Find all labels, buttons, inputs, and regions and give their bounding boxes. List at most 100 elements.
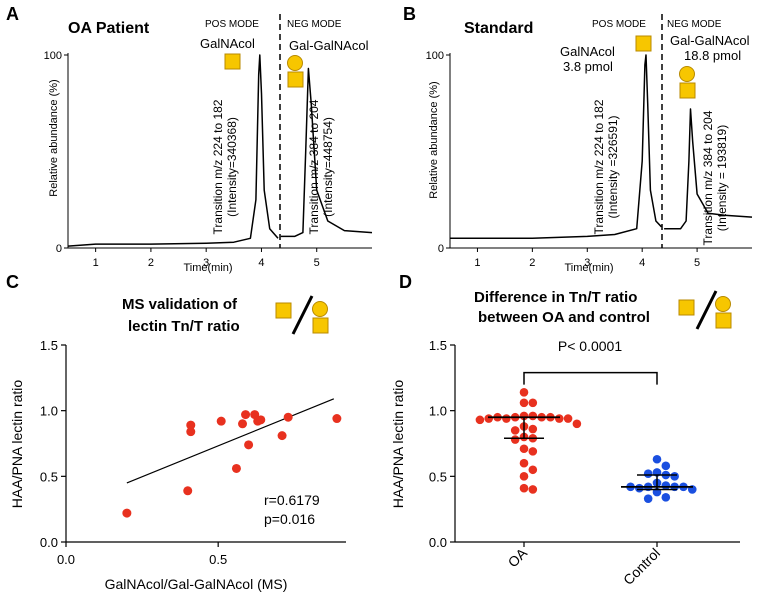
gal-circle-icon bbox=[287, 55, 303, 71]
panel-c-title-line1: MS validation of bbox=[122, 296, 238, 313]
panel-a-title: OA Patient bbox=[68, 20, 150, 37]
pos-mode-label-b: POS MODE bbox=[592, 19, 646, 30]
scatter-point bbox=[277, 431, 287, 441]
dot-oa bbox=[519, 458, 529, 468]
dot-oa bbox=[572, 419, 582, 429]
chromatogram-trace-b-1 bbox=[450, 54, 662, 240]
scatter-point bbox=[241, 410, 251, 420]
dot-control bbox=[643, 494, 653, 503]
panel-c-title-line2: lectin Tn/T ratio bbox=[128, 318, 240, 335]
dot-oa bbox=[475, 415, 485, 425]
y-tick-label-d: 1.0 bbox=[429, 404, 447, 419]
scatter-point bbox=[244, 440, 254, 450]
correlation-p-text: p=0.016 bbox=[264, 511, 315, 527]
x-tick-label-a: 2 bbox=[148, 257, 154, 269]
neg-mode-label-a: NEG MODE bbox=[287, 19, 342, 30]
y-tick-label-b: 0 bbox=[438, 243, 444, 255]
dot-oa bbox=[528, 424, 538, 434]
panel-b-title: Standard bbox=[464, 20, 533, 37]
y-tick-label-b: 100 bbox=[426, 50, 444, 62]
neg-mode-label-b: NEG MODE bbox=[667, 19, 722, 30]
scatter-c: 0.0 0.5 1.0 1.5 0.0 0.5 bbox=[40, 338, 346, 567]
panel-letter-d: D bbox=[399, 272, 412, 292]
transition2-line1-b: Transition m/z 384 to 204 bbox=[701, 110, 715, 245]
y-tick-label-c: 0.5 bbox=[40, 469, 58, 484]
chromatogram-b: 0 100 1 2 3 4 5 bbox=[426, 50, 753, 269]
transition1-line2-a: (Intensity=340368) bbox=[225, 117, 239, 217]
dot-oa bbox=[510, 426, 520, 435]
dot-oa bbox=[554, 414, 564, 423]
dot-oa bbox=[510, 435, 520, 444]
y-tick-label-d: 0.5 bbox=[429, 469, 447, 484]
scatter-point bbox=[231, 463, 241, 473]
scatter-point bbox=[183, 486, 193, 496]
panel-d: D Difference in Tn/T ratio between OA an… bbox=[390, 272, 740, 588]
dot-control bbox=[652, 454, 662, 464]
glycan1-amount-b: 3.8 pmol bbox=[563, 59, 613, 74]
dot-oa bbox=[519, 387, 529, 397]
scatter-point bbox=[122, 508, 132, 518]
y-tick-label-d: 1.5 bbox=[429, 338, 447, 353]
correlation-r-text: r=0.6179 bbox=[264, 492, 320, 508]
galnac-square-icon bbox=[679, 82, 696, 99]
y-tick-label-a: 0 bbox=[56, 243, 62, 255]
gal-circle-icon bbox=[679, 66, 695, 82]
dot-control bbox=[661, 481, 671, 490]
chromatogram-trace-a-1 bbox=[67, 54, 279, 247]
category-label-oa: OA bbox=[504, 544, 530, 570]
glycan2-label-a: Gal-GalNAcol bbox=[289, 38, 369, 53]
transition2-line1-a: Transition m/z 384 to 204 bbox=[307, 99, 321, 234]
x-tick-label-a: 4 bbox=[258, 257, 264, 269]
dot-oa bbox=[528, 465, 538, 475]
panel-d-title-line2: between OA and control bbox=[478, 309, 650, 326]
y-axis-label-a: Relative abundance (%) bbox=[48, 79, 60, 196]
scatter-point bbox=[238, 419, 248, 429]
scatter-point bbox=[216, 416, 226, 426]
scatter-point bbox=[283, 412, 293, 422]
transition1-line2-b: (Intensity =326591) bbox=[606, 115, 620, 218]
ratio-slash bbox=[695, 290, 718, 330]
dot-oa bbox=[528, 411, 538, 421]
x-tick-label-b: 3 bbox=[584, 257, 590, 269]
transition1-line1-a: Transition m/z 224 to 182 bbox=[211, 99, 225, 234]
x-tick-label-c: 0.0 bbox=[57, 552, 75, 567]
x-axis-label-b: Time(min) bbox=[564, 262, 613, 274]
galnac-square-icon bbox=[275, 302, 292, 319]
x-tick-label-b: 2 bbox=[529, 257, 535, 269]
x-axis-label-a: Time(min) bbox=[183, 262, 232, 274]
dot-plot-d: 0.0 0.5 1.0 1.5 OA Control bbox=[429, 338, 740, 588]
y-tick-label-a: 100 bbox=[44, 50, 62, 62]
dot-oa bbox=[528, 485, 538, 494]
gal-circle-icon bbox=[312, 301, 328, 317]
glycan2-amount-b: 18.8 pmol bbox=[684, 48, 741, 63]
dot-control bbox=[661, 493, 671, 502]
regression-line bbox=[126, 398, 335, 484]
galnac-square-icon bbox=[287, 71, 304, 88]
panel-letter-c: C bbox=[6, 272, 19, 292]
panel-a: A OA Patient POS MODE NEG MODE GalNAcol … bbox=[6, 4, 373, 274]
galnac-square-icon bbox=[635, 35, 652, 52]
panel-letter-b: B bbox=[403, 4, 416, 24]
scatter-point bbox=[332, 414, 342, 424]
category-label-control: Control bbox=[620, 545, 663, 588]
significance-bracket bbox=[523, 371, 658, 385]
y-tick-label-c: 0.0 bbox=[40, 535, 58, 550]
y-tick-label-d: 0.0 bbox=[429, 535, 447, 550]
galnac-square-icon bbox=[224, 53, 241, 70]
y-axis-label-c: HAA/PNA lectin ratio bbox=[9, 380, 25, 509]
x-tick-label-b: 1 bbox=[474, 257, 480, 269]
ratio-slash bbox=[291, 295, 314, 335]
chromatogram-a: 0 100 1 2 3 4 5 bbox=[44, 50, 373, 269]
pos-mode-label-a: POS MODE bbox=[205, 19, 259, 30]
dot-control bbox=[635, 483, 644, 493]
gal-circle-icon bbox=[715, 296, 731, 312]
dot-oa bbox=[519, 483, 529, 493]
x-axis-label-c: GalNAcol/Gal-GalNAcol (MS) bbox=[105, 576, 288, 592]
galnac-square-icon bbox=[715, 312, 732, 329]
glycan2-label-b: Gal-GalNAcol bbox=[670, 33, 750, 48]
x-tick-label-b: 5 bbox=[694, 257, 700, 269]
transition2-line2-a: (Intensity=448754) bbox=[321, 117, 335, 217]
y-tick-label-c: 1.0 bbox=[40, 404, 58, 419]
y-axis-label-b: Relative abundance (%) bbox=[428, 81, 440, 198]
